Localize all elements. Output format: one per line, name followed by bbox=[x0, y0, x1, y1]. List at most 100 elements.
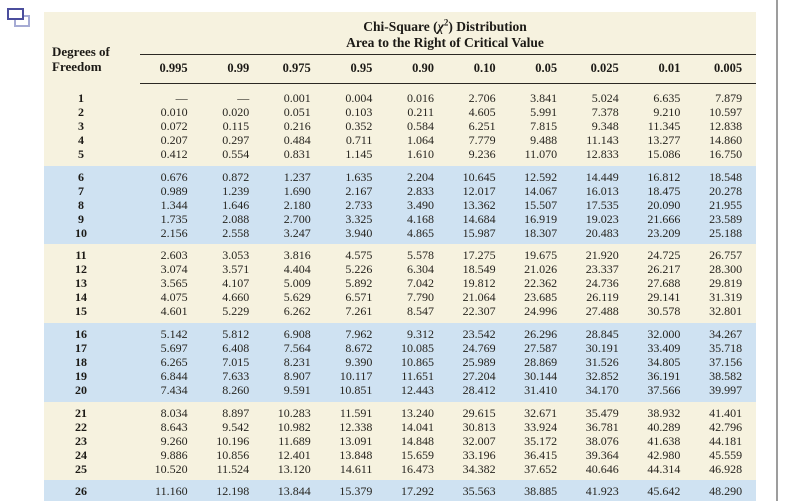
value-cell: 11.160 bbox=[155, 484, 188, 499]
value-cell: 28.845 bbox=[585, 326, 619, 341]
value-cell: 7.261 bbox=[345, 304, 373, 319]
df-cell: 6 bbox=[78, 169, 84, 184]
title-line2: Area to the Right of Critical Value bbox=[346, 35, 544, 50]
value-cell: 0.554 bbox=[222, 146, 250, 161]
value-cell: 38.582 bbox=[709, 368, 743, 383]
value-cell: 25.188 bbox=[709, 225, 743, 240]
value-cell: 14.860 bbox=[709, 132, 743, 147]
table-row: 5 0.412 0.554 0.831 1.145 1.610 9.236 11.070 12.… bbox=[44, 147, 756, 165]
value-cell: 0.216 bbox=[283, 118, 311, 133]
value-cell: 11.070 bbox=[524, 146, 558, 161]
value-cell: 18.114 bbox=[386, 499, 448, 501]
value-cell: 12.838 bbox=[709, 118, 743, 133]
value-cell: 3.940 bbox=[345, 225, 373, 240]
df-cell: 8 bbox=[78, 197, 84, 212]
df-cell: 22 bbox=[75, 419, 87, 434]
df-cell: 12 bbox=[75, 262, 87, 277]
value-cell: 0.072 bbox=[160, 118, 188, 133]
table-row: 18 6.265 7.015 8.231 9.390 10.865 25.989 28.869… bbox=[44, 355, 756, 369]
value-cell: 27.688 bbox=[647, 276, 681, 291]
cascade-windows-icon[interactable] bbox=[7, 8, 35, 30]
value-cell: 0.711 bbox=[345, 132, 373, 147]
value-cell: 3.841 bbox=[530, 91, 558, 105]
value-cell: 6.635 bbox=[653, 91, 681, 105]
value-cell: 5.024 bbox=[591, 91, 619, 105]
value-cell: 2.603 bbox=[160, 248, 188, 263]
value-cell: 2.156 bbox=[160, 225, 188, 240]
value-cell: 1.145 bbox=[345, 146, 373, 161]
value-cell: 40.646 bbox=[585, 461, 619, 476]
value-cell: 21.955 bbox=[709, 197, 743, 212]
cascade-front-rect-icon bbox=[7, 8, 24, 20]
column-header: 0.95 bbox=[324, 54, 387, 84]
value-cell: 18.307 bbox=[524, 225, 558, 240]
value-cell: 13.240 bbox=[400, 405, 434, 420]
value-cell: 0.103 bbox=[345, 104, 373, 119]
value-cell: 4.575 bbox=[345, 248, 373, 263]
value-cell: 43.195 bbox=[571, 499, 633, 501]
value-cell: 10.085 bbox=[400, 340, 434, 355]
value-cell: 0.211 bbox=[407, 104, 434, 119]
value-cell: 4.107 bbox=[222, 276, 250, 291]
value-cell: 22.307 bbox=[462, 304, 496, 319]
value-cell: 41.638 bbox=[647, 433, 681, 448]
value-cell: 7.962 bbox=[345, 326, 373, 341]
value-cell: 16.473 bbox=[400, 461, 434, 476]
df-cell: 11 bbox=[75, 248, 87, 263]
value-cell: 8.907 bbox=[283, 368, 311, 383]
value-cell: 6.262 bbox=[283, 304, 311, 319]
value-cell: 14.848 bbox=[400, 433, 434, 448]
value-cell: 9.312 bbox=[406, 326, 434, 341]
value-cell: 37.156 bbox=[709, 354, 743, 369]
value-cell: 0.412 bbox=[160, 146, 188, 161]
df-cell: 25 bbox=[75, 461, 87, 476]
column-header: 0.005 bbox=[694, 54, 757, 84]
value-cell: 0.004 bbox=[345, 91, 373, 105]
value-cell: 9.390 bbox=[345, 354, 373, 369]
value-cell: 14.684 bbox=[462, 211, 496, 226]
value-cell: 8.260 bbox=[222, 382, 250, 397]
value-cell: 26.217 bbox=[647, 262, 681, 277]
df-cell: 3 bbox=[78, 118, 84, 133]
value-cell: 35.172 bbox=[524, 433, 558, 448]
value-cell: 49.645 bbox=[694, 499, 756, 501]
value-cell: 1.237 bbox=[283, 169, 311, 184]
value-cell: 5.892 bbox=[345, 276, 373, 291]
table-row: 24 9.886 10.856 12.401 13.848 15.659 33.196 36.… bbox=[44, 448, 756, 462]
value-cell: 2.706 bbox=[468, 91, 496, 105]
value-cell: 6.265 bbox=[160, 354, 188, 369]
value-cell: 5.226 bbox=[345, 262, 373, 277]
value-cell: 44.314 bbox=[647, 461, 681, 476]
table-row: 4 0.207 0.297 0.484 0.711 1.064 7.779 9.488 11.1… bbox=[44, 133, 756, 147]
value-cell: 4.865 bbox=[406, 225, 434, 240]
table-row: 1 — — 0.001 0.004 0.016 2.706 3.841 5.024 6.635 7.… bbox=[44, 84, 756, 106]
value-cell: 0.207 bbox=[160, 132, 188, 147]
value-cell: 23.542 bbox=[462, 326, 496, 341]
value-cell: 0.001 bbox=[283, 91, 311, 105]
value-cell: 2.558 bbox=[222, 225, 250, 240]
value-cell: 24.769 bbox=[462, 340, 496, 355]
value-cell: 5.009 bbox=[283, 276, 311, 291]
value-cell: 13.277 bbox=[647, 132, 681, 147]
value-cell: 3.074 bbox=[160, 262, 188, 277]
value-cell: 16.013 bbox=[585, 183, 619, 198]
value-cell: 42.980 bbox=[647, 447, 681, 462]
value-cell: 9.236 bbox=[468, 146, 496, 161]
value-cell: 17.275 bbox=[462, 248, 496, 263]
value-cell: 6.908 bbox=[283, 326, 311, 341]
table-row: 17 5.697 6.408 7.564 8.672 10.085 24.769 27.587… bbox=[44, 341, 756, 355]
value-cell: 23.685 bbox=[524, 290, 558, 305]
value-cell: 2.733 bbox=[345, 197, 373, 212]
value-cell: 36.741 bbox=[448, 499, 510, 501]
value-cell: 24.996 bbox=[524, 304, 558, 319]
value-cell: 37.652 bbox=[524, 461, 558, 476]
column-header: 0.01 bbox=[632, 54, 695, 84]
value-cell: 16.919 bbox=[524, 211, 558, 226]
value-cell: 12.401 bbox=[277, 447, 311, 462]
row-group: 16 5.142 5.812 6.908 7.962 9.312 23.542 26.296 2… bbox=[44, 322, 757, 402]
value-cell: 33.924 bbox=[524, 419, 558, 434]
value-cell: 6.304 bbox=[406, 262, 434, 277]
value-cell: 32.852 bbox=[585, 368, 619, 383]
value-cell: 2.204 bbox=[406, 169, 434, 184]
value-cell: 0.872 bbox=[222, 169, 250, 184]
